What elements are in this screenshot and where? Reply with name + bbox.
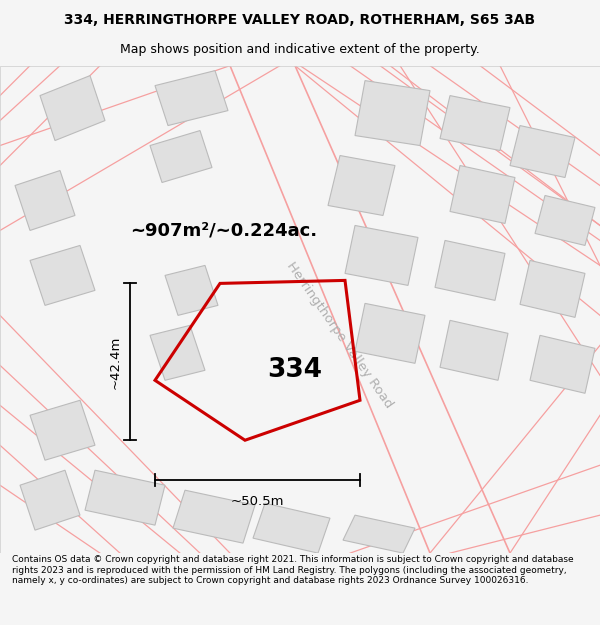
Polygon shape: [355, 303, 425, 363]
Polygon shape: [355, 81, 430, 146]
Polygon shape: [40, 76, 105, 141]
Polygon shape: [535, 196, 595, 246]
Polygon shape: [155, 71, 228, 126]
Text: ~50.5m: ~50.5m: [231, 495, 284, 508]
Text: Herringthorpe Valley Road: Herringthorpe Valley Road: [284, 260, 395, 411]
Polygon shape: [253, 503, 330, 553]
Polygon shape: [530, 336, 595, 393]
Text: Contains OS data © Crown copyright and database right 2021. This information is : Contains OS data © Crown copyright and d…: [12, 555, 574, 585]
Polygon shape: [440, 96, 510, 151]
Polygon shape: [520, 261, 585, 318]
Text: ~42.4m: ~42.4m: [109, 335, 122, 389]
Polygon shape: [15, 171, 75, 231]
Polygon shape: [150, 326, 205, 380]
Polygon shape: [20, 470, 80, 530]
Polygon shape: [30, 246, 95, 306]
Polygon shape: [30, 400, 95, 460]
Polygon shape: [165, 266, 218, 316]
Text: Map shows position and indicative extent of the property.: Map shows position and indicative extent…: [120, 42, 480, 56]
Polygon shape: [510, 126, 575, 178]
Polygon shape: [435, 241, 505, 301]
Text: 334, HERRINGTHORPE VALLEY ROAD, ROTHERHAM, S65 3AB: 334, HERRINGTHORPE VALLEY ROAD, ROTHERHA…: [64, 12, 536, 27]
Polygon shape: [343, 515, 415, 553]
Polygon shape: [345, 226, 418, 286]
Polygon shape: [173, 490, 255, 543]
Polygon shape: [450, 166, 515, 224]
Polygon shape: [150, 131, 212, 182]
Polygon shape: [85, 470, 165, 525]
Polygon shape: [328, 156, 395, 216]
Text: 334: 334: [268, 357, 323, 383]
Polygon shape: [440, 321, 508, 380]
Text: ~907m²/~0.224ac.: ~907m²/~0.224ac.: [130, 221, 317, 239]
